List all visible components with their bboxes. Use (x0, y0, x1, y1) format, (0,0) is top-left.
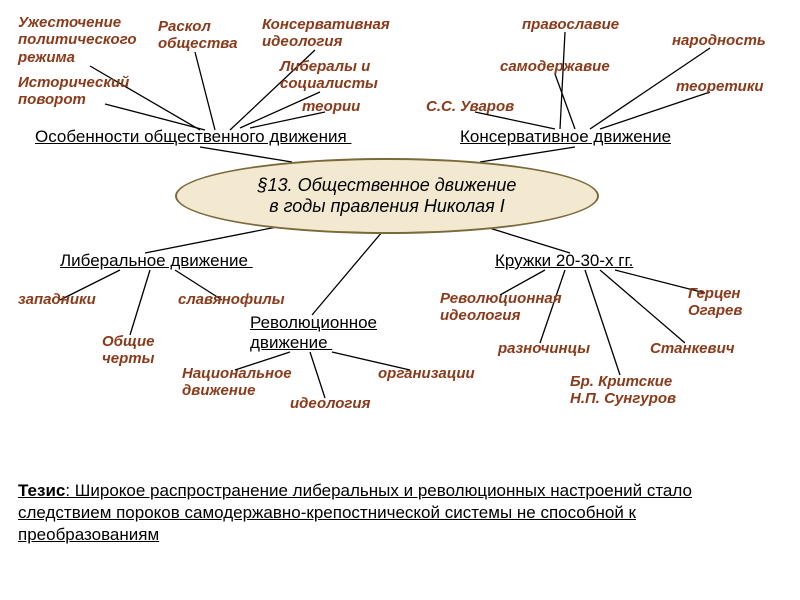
leaf-2: Раскол общества (158, 18, 238, 53)
leaf-12: славянофилы (178, 291, 285, 308)
leaf-15: идеология (290, 395, 370, 412)
leaf-6: православие (522, 16, 619, 33)
leaf-14: Национальное движение (182, 365, 292, 400)
leaf-7: народность (672, 32, 766, 49)
leaf-0: Ужесточение политического режима (18, 14, 137, 66)
leaf-18: Герцен Огарев (688, 285, 742, 320)
branch-features: Особенности общественного движения (35, 127, 351, 147)
leaf-20: Станкевич (650, 340, 735, 357)
branch-liberal: Либеральное движение (60, 251, 253, 271)
branch-circles: Кружки 20-30-х гг. (495, 251, 633, 271)
leaf-9: теоретики (676, 78, 764, 95)
thesis-text: : Широкое распространение либеральных и … (18, 481, 692, 544)
diagram-canvas: §13. Общественное движение в годы правле… (0, 0, 800, 600)
leaf-16: организации (378, 365, 475, 382)
leaf-8: самодержавие (500, 58, 610, 75)
leaf-17: Революционная идеология (440, 290, 562, 325)
leaf-4: Либералы и социалисты (280, 58, 378, 93)
branch-revolutionary: Революционное движение (250, 313, 377, 352)
center-topic-text: §13. Общественное движение в годы правле… (258, 175, 517, 217)
branch-conservative: Консервативное движение (460, 127, 671, 147)
center-topic-oval: §13. Общественное движение в годы правле… (175, 158, 599, 234)
leaf-21: Бр. Критские Н.П. Сунгуров (570, 373, 676, 408)
thesis-label: Тезис (18, 481, 65, 500)
leaf-11: западники (18, 291, 96, 308)
leaf-3: Консервативная идеология (262, 16, 390, 51)
leaf-10: С.С. Уваров (426, 98, 514, 115)
leaf-5: теории (302, 98, 360, 115)
thesis-block: Тезис: Широкое распространение либеральн… (18, 480, 778, 546)
leaf-19: разночинцы (498, 340, 590, 357)
leaf-13: Общие черты (102, 333, 155, 368)
leaf-1: Исторический поворот (18, 74, 129, 109)
